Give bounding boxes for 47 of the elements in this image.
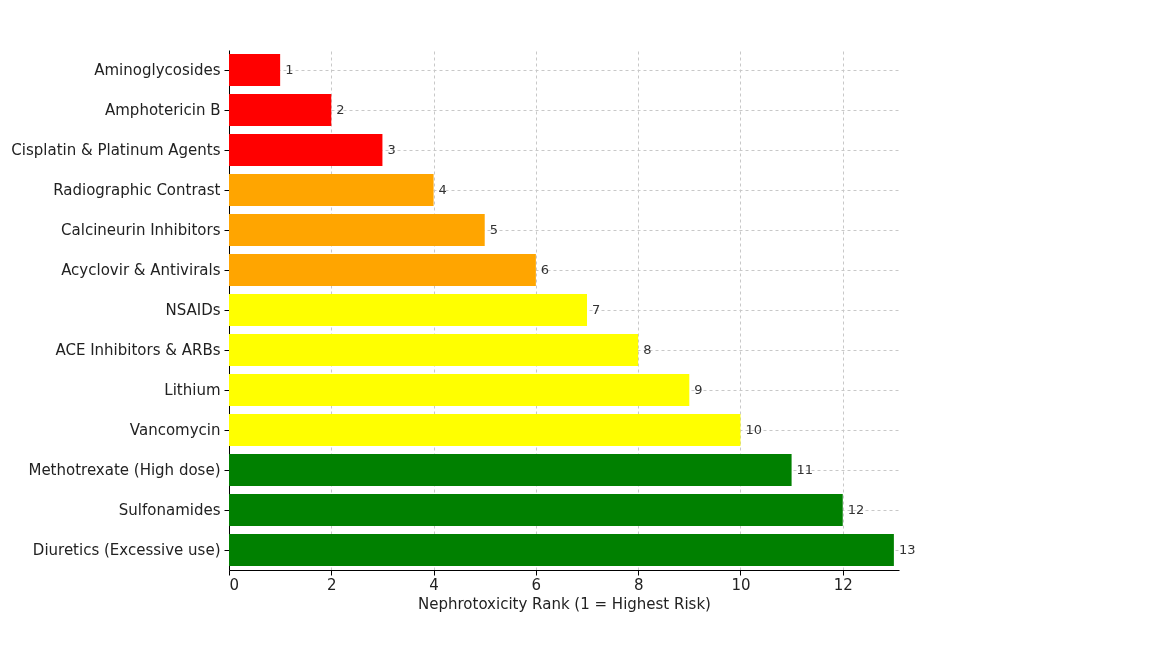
y-tick-label: Radiographic Contrast bbox=[53, 181, 221, 199]
bar bbox=[229, 454, 792, 486]
data-label: 4 bbox=[438, 182, 447, 197]
y-tick-label: Sulfonamides bbox=[118, 501, 221, 519]
x-tick-label: 2 bbox=[327, 575, 337, 594]
y-tick-label: Lithium bbox=[164, 381, 221, 399]
data-label: 3 bbox=[387, 142, 396, 157]
bar bbox=[229, 214, 485, 246]
y-tick-label: Calcineurin Inhibitors bbox=[61, 221, 221, 239]
bar bbox=[229, 334, 639, 366]
data-label: 6 bbox=[540, 262, 550, 277]
bar bbox=[229, 54, 281, 86]
bar bbox=[229, 94, 332, 126]
data-label: 9 bbox=[694, 382, 703, 397]
bar bbox=[229, 374, 690, 406]
y-tick-label: Aminoglycosides bbox=[94, 61, 221, 79]
x-tick-label: 0 bbox=[229, 575, 240, 594]
y-tick-label: Cisplatin & Platinum Agents bbox=[11, 141, 221, 159]
x-tick-label: 6 bbox=[531, 575, 542, 594]
bar bbox=[229, 414, 741, 446]
data-label: 5 bbox=[489, 222, 499, 237]
y-tick-label: NSAIDs bbox=[165, 301, 221, 319]
data-label: 11 bbox=[796, 462, 814, 477]
data-label: 12 bbox=[847, 502, 865, 517]
bar bbox=[229, 534, 894, 566]
y-tick-label: Amphotericin B bbox=[104, 101, 221, 119]
y-tick-label: Diuretics (Excessive use) bbox=[32, 541, 221, 559]
data-label: 2 bbox=[336, 102, 345, 117]
x-tick-label: 8 bbox=[633, 575, 644, 594]
y-tick-label: Vancomycin bbox=[129, 421, 221, 439]
data-label: 1 bbox=[285, 62, 294, 77]
data-label: 8 bbox=[643, 342, 652, 357]
x-axis-title: Nephrotoxicity Rank (1 = Highest Risk) bbox=[418, 594, 711, 613]
x-tick-label: 10 bbox=[731, 575, 751, 594]
bar bbox=[229, 294, 588, 326]
y-tick-label: Methotrexate (High dose) bbox=[28, 461, 221, 479]
x-tick-label: 12 bbox=[833, 575, 853, 594]
y-tick-label: ACE Inhibitors & ARBs bbox=[55, 341, 221, 359]
bar bbox=[229, 134, 383, 166]
data-label: 10 bbox=[745, 422, 762, 437]
bar bbox=[229, 494, 843, 526]
data-label: 7 bbox=[592, 302, 601, 317]
data-label: 13 bbox=[898, 542, 916, 557]
bar bbox=[229, 174, 434, 206]
x-tick-label: 4 bbox=[429, 575, 439, 594]
y-tick-label: Acyclovir & Antivirals bbox=[61, 261, 221, 279]
bar bbox=[229, 254, 536, 286]
